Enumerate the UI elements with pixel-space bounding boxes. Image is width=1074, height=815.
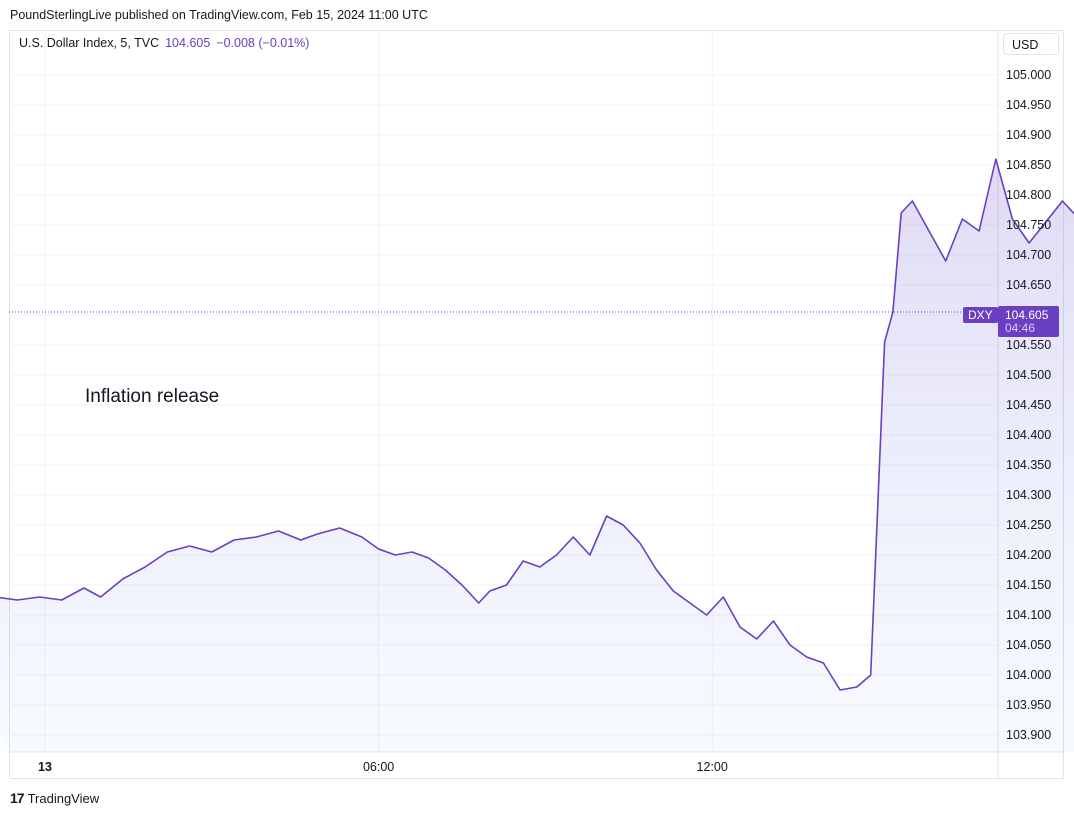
chart-legend[interactable]: U.S. Dollar Index, 5, TVC 104.605 −0.008… <box>19 36 309 50</box>
price-tick-label: 104.750 <box>1006 218 1051 232</box>
legend-price: 104.605 <box>165 36 211 50</box>
price-tick-label: 104.700 <box>1006 248 1051 262</box>
currency-button[interactable]: USD <box>1003 33 1059 55</box>
price-tick-label: 104.450 <box>1006 398 1051 412</box>
brand-name: TradingView <box>27 790 100 806</box>
price-tick-label: 104.800 <box>1006 188 1051 202</box>
tradingview-logo-icon: 17 <box>10 790 25 806</box>
price-tick-label: 104.150 <box>1006 578 1051 592</box>
inflation-annotation: Inflation release <box>85 386 220 407</box>
price-tick-label: 104.350 <box>1006 458 1051 472</box>
price-area <box>0 159 1074 752</box>
last-price-symbol-tag: DXY <box>963 307 998 323</box>
price-tick-label: 104.550 <box>1006 338 1051 352</box>
bar-countdown: 04:46 <box>1005 321 1036 335</box>
publisher-line: PoundSterlingLive published on TradingVi… <box>10 8 428 22</box>
tradingview-brand[interactable]: 17 TradingView <box>10 790 99 806</box>
price-tick-label: 104.300 <box>1006 488 1051 502</box>
legend-symbol: U.S. Dollar Index, 5, TVC <box>19 36 160 50</box>
price-tick-label: 104.050 <box>1006 638 1051 652</box>
price-tick-label: 104.200 <box>1006 548 1051 562</box>
price-tick-label: 104.650 <box>1006 278 1051 292</box>
time-axis-labels: 1306:0012:001406:0012:001506:0012:0018:0… <box>38 760 728 774</box>
price-tick-label: 104.850 <box>1006 158 1051 172</box>
price-tick-label: 104.250 <box>1006 518 1051 532</box>
price-tick-label: 103.900 <box>1006 728 1051 742</box>
price-tick-label: 104.100 <box>1006 608 1051 622</box>
last-price-value: 104.605 <box>1005 308 1049 322</box>
price-tick-label: 103.950 <box>1006 698 1051 712</box>
time-tick-label: 13 <box>38 760 52 774</box>
legend-change: −0.008 (−0.01%) <box>216 36 310 50</box>
price-tick-label: 104.000 <box>1006 668 1051 682</box>
time-tick-label: 12:00 <box>697 760 728 774</box>
time-tick-label: 06:00 <box>363 760 394 774</box>
price-line <box>0 158 1074 691</box>
price-tick-label: 105.000 <box>1006 68 1051 82</box>
price-axis-labels: 105.000 104.950 104.900 104.850 104.800 104.7… <box>1006 68 1051 742</box>
price-tick-label: 104.500 <box>1006 368 1051 382</box>
price-tick-label: 104.900 <box>1006 128 1051 142</box>
last-price-tag: 104.605 04:46 <box>998 306 1059 337</box>
price-tick-label: 104.400 <box>1006 428 1051 442</box>
price-tick-label: 104.950 <box>1006 98 1051 112</box>
